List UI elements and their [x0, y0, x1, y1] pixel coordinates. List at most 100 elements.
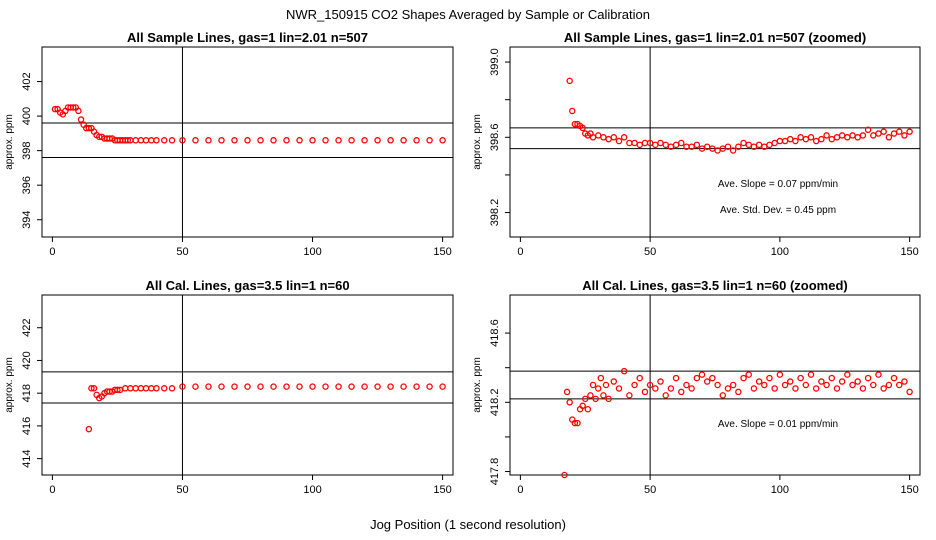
y-tick-label: 396: [21, 176, 33, 194]
data-point: [631, 139, 638, 147]
data-point: [885, 134, 893, 141]
data-point: [885, 381, 893, 389]
data-point: [901, 132, 908, 139]
data-point: [667, 385, 675, 392]
data-point: [283, 137, 290, 144]
panel-annotation: Ave. Slope = 0.07 ppm/min: [718, 179, 838, 190]
data-point: [374, 383, 381, 390]
x-tick-label: 100: [303, 246, 321, 258]
data-point: [218, 137, 225, 144]
y-tick-label: 398.6: [489, 124, 501, 152]
data-point: [605, 395, 612, 403]
data-point: [348, 137, 355, 144]
data-point: [257, 383, 264, 390]
data-point: [205, 383, 212, 390]
panel-annotation: Ave. Std. Dev. = 0.45 ppm: [720, 205, 836, 216]
data-point: [85, 425, 93, 433]
data-point: [678, 388, 685, 396]
data-point: [231, 137, 238, 144]
x-tick-label: 150: [900, 246, 918, 258]
y-tick-label: 422: [21, 319, 33, 337]
y-axis-label: approx. ppm: [472, 114, 483, 170]
data-point: [724, 385, 732, 392]
data-point: [870, 381, 877, 389]
data-point: [636, 141, 643, 149]
data-point: [787, 378, 794, 385]
data-point: [218, 383, 225, 390]
data-point: [400, 137, 407, 144]
plot-frame: [41, 294, 454, 476]
data-point: [766, 141, 773, 149]
data-point: [587, 392, 594, 399]
panel-3: All Cal. Lines, gas=3.5 lin=1 n=60 0 50 100…: [4, 278, 454, 496]
data-point: [781, 137, 789, 145]
data-point: [750, 385, 758, 392]
data-point: [77, 116, 85, 123]
data-point: [348, 383, 355, 390]
data-point: [309, 137, 316, 144]
data-point: [631, 381, 638, 389]
data-point: [161, 385, 168, 392]
plot-frame: [509, 46, 921, 238]
data-point: [114, 386, 121, 394]
y-tick-label: 394: [21, 211, 33, 229]
data-point: [563, 388, 571, 396]
data-point: [88, 385, 95, 392]
data-point: [646, 381, 654, 389]
panel-title: All Sample Lines, gas=1 lin=2.01 n=507 (…: [564, 30, 866, 45]
x-tick-label: 150: [900, 484, 918, 496]
data-point: [602, 381, 610, 389]
data-point: [776, 371, 784, 378]
data-point: [426, 383, 433, 390]
data-point: [766, 374, 773, 382]
data-point: [895, 128, 903, 135]
data-point: [714, 381, 721, 389]
data-point: [615, 137, 623, 145]
data-point: [864, 126, 872, 134]
data-point: [192, 137, 199, 144]
data-point: [168, 385, 176, 392]
data-point: [740, 374, 747, 382]
data-point: [605, 135, 612, 143]
data-point: [844, 134, 851, 141]
data-point: [890, 374, 898, 382]
data-point: [807, 134, 815, 141]
data-point: [121, 385, 129, 392]
panel-title: All Cal. Lines, gas=3.5 lin=1 n=60: [145, 278, 349, 293]
data-point: [610, 134, 618, 141]
data-point: [724, 143, 732, 150]
data-point: [641, 139, 649, 147]
data-point: [626, 392, 633, 399]
data-point: [387, 137, 394, 144]
data-point: [582, 395, 589, 403]
data-point: [880, 128, 887, 135]
data-point: [771, 139, 778, 147]
data-point: [657, 139, 664, 147]
data-point: [192, 383, 199, 390]
data-point: [309, 383, 316, 390]
data-point: [361, 137, 368, 144]
data-point: [844, 371, 851, 378]
data-point: [589, 381, 597, 389]
figure-x-axis-label: Jog Position (1 second resolution): [370, 517, 566, 532]
data-point: [859, 132, 867, 139]
data-point: [683, 381, 690, 389]
data-point: [698, 371, 706, 378]
data-point: [797, 374, 804, 382]
y-tick-label: 418: [21, 384, 33, 402]
data-point: [662, 392, 669, 399]
y-tick-label: 398.2: [489, 199, 501, 227]
y-tick-label: 414: [21, 449, 33, 467]
data-point: [792, 137, 799, 145]
data-point: [828, 374, 836, 382]
data-point: [755, 141, 763, 149]
data-point: [283, 383, 290, 390]
data-point: [142, 137, 150, 144]
y-tick-label: 402: [21, 72, 33, 90]
data-point: [566, 77, 573, 85]
data-point: [709, 374, 716, 382]
data-point: [849, 132, 856, 139]
data-point: [895, 381, 903, 389]
data-point: [906, 388, 913, 396]
data-point: [592, 395, 599, 403]
